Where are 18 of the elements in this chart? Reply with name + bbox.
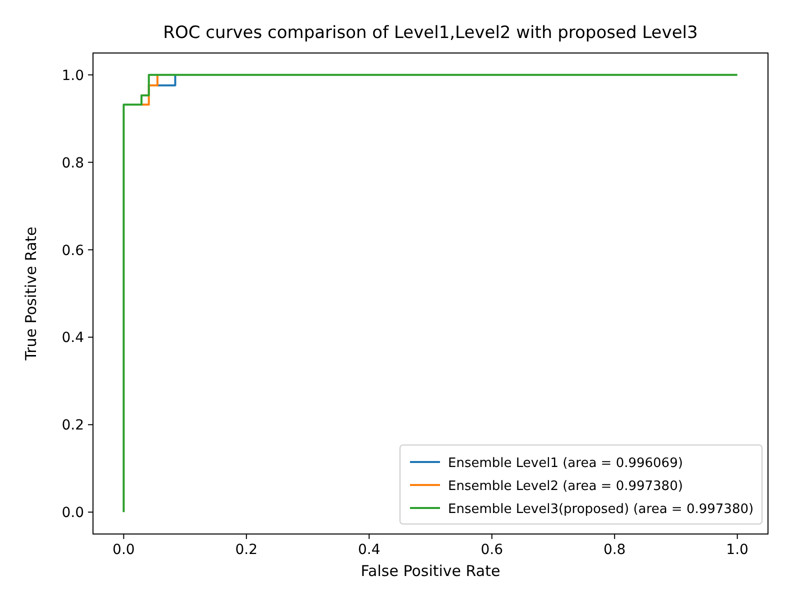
legend-label: Ensemble Level3(proposed) (area = 0.997380) (448, 502, 754, 517)
x-tick-label: 1.0 (726, 542, 748, 558)
x-tick-label: 0.4 (358, 542, 380, 558)
y-tick-label: 0.4 (62, 330, 84, 346)
y-tick-label: 1.0 (62, 68, 84, 84)
x-tick-label: 0.6 (480, 542, 504, 558)
y-tick-label: 0.0 (62, 505, 84, 522)
x-tick-label: 0.8 (603, 542, 626, 558)
x-axis-title: False Positive Rate (360, 562, 500, 580)
x-tick-label: 0.0 (112, 542, 135, 558)
legend-label: Ensemble Level2 (area = 0.997380) (448, 479, 683, 494)
y-tick-label: 0.2 (62, 418, 84, 434)
y-tick-label: 0.8 (62, 155, 84, 172)
y-axis-title: True Positive Rate (22, 226, 40, 362)
y-tick-label: 0.6 (62, 242, 84, 259)
chart-title: ROC curves comparison of Level1,Level2 with proposed Level3 (163, 23, 698, 43)
x-tick-label: 0.2 (235, 542, 258, 558)
legend-label: Ensemble Level1 (area = 0.996069) (448, 456, 683, 471)
